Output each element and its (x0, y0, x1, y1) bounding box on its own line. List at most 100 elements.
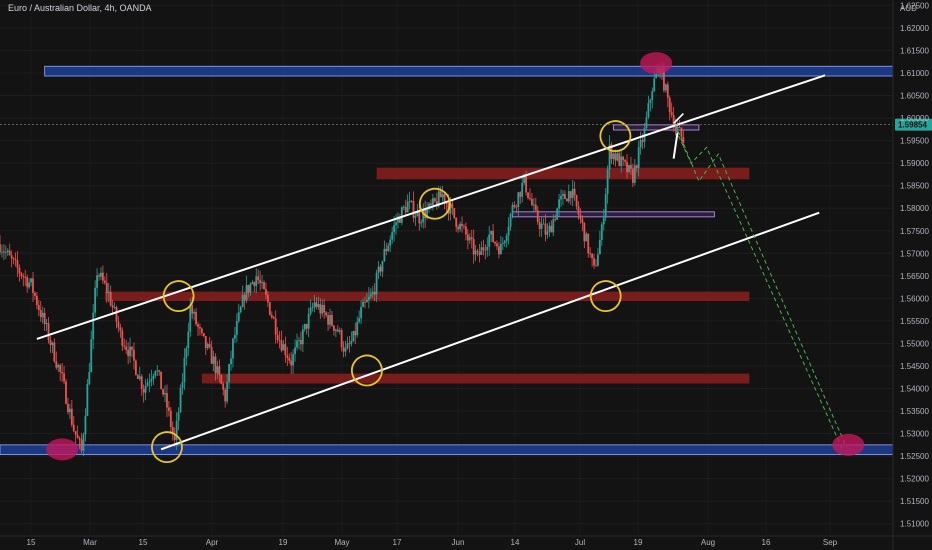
candle-body (336, 329, 339, 332)
price-crosshair: 1.59854 (0, 118, 932, 131)
candle-body (536, 210, 539, 223)
candle-body (575, 195, 578, 207)
candle-body (197, 324, 199, 328)
candle-body (255, 276, 258, 287)
candle-body (222, 383, 225, 390)
candle-body (166, 393, 168, 408)
candle-body (226, 381, 229, 402)
candle-body (146, 382, 149, 386)
candle-body (531, 199, 533, 205)
candle-body (476, 250, 479, 252)
x-tick-label: Jun (452, 538, 465, 547)
outline-zone (512, 211, 715, 218)
candle-body (286, 355, 289, 358)
candle-body (319, 304, 322, 314)
y-tick-label: 1.55500 (900, 317, 929, 326)
candle-body (68, 408, 71, 413)
candle-body (620, 156, 623, 167)
annotation-circle (599, 120, 632, 153)
candle-body (284, 344, 287, 356)
y-tick-label: 1.61500 (900, 46, 929, 55)
candle-body (276, 334, 279, 341)
candle-body (67, 403, 69, 413)
candle-body (529, 197, 531, 200)
candle-body (230, 358, 232, 365)
x-tick-label: 19 (634, 538, 643, 547)
candle-body (292, 354, 295, 366)
candle-body (674, 127, 677, 130)
candle-body (280, 340, 283, 351)
time-axis[interactable]: 15 Mar 15 Apr 19 May 17 Jun 14 Jul 19 Aug 16 Sep (0, 535, 932, 547)
candle-body (300, 340, 302, 345)
x-tick-label: Aug (701, 538, 715, 547)
x-tick-label: Mar (83, 538, 97, 547)
candle-body (76, 434, 79, 439)
candle-body (672, 114, 675, 128)
candle-body (356, 321, 359, 336)
candle-body (624, 160, 626, 162)
candle-body (540, 224, 543, 229)
y-tick-label: 1.60000 (900, 114, 929, 123)
candle-body (680, 127, 683, 137)
candle-body (327, 315, 329, 325)
candle-body (653, 78, 656, 92)
candle-body (395, 222, 397, 226)
candle-body (94, 287, 97, 313)
candle-body (381, 261, 384, 272)
candle-body (164, 393, 166, 395)
candle-body (331, 315, 333, 326)
candle-body (371, 291, 374, 295)
candle-body (22, 276, 25, 278)
candle-body (352, 331, 355, 342)
candle-body (496, 243, 498, 247)
y-tick-label: 1.53000 (900, 430, 929, 439)
candle-body (268, 302, 271, 315)
candle-body (204, 336, 207, 349)
candle-body (6, 250, 9, 253)
annotation-circle (418, 187, 451, 220)
price-axis[interactable]: 1.51000 1.51500 1.52000 1.52500 1.53000 1.535… (892, 0, 929, 550)
candles (0, 61, 685, 457)
candle-body (39, 310, 42, 318)
candle-body (32, 278, 34, 293)
candle-body (123, 345, 126, 347)
candle-body (628, 165, 630, 173)
support-zone (376, 167, 750, 180)
reversal-mark (672, 132, 679, 159)
candle-body (57, 365, 60, 368)
candle-body (499, 244, 502, 255)
candle-body (92, 312, 95, 340)
reversal-mark (673, 113, 684, 125)
candle-body (156, 370, 159, 372)
candle-body (461, 223, 463, 226)
candle-body (507, 226, 510, 236)
candle-body (354, 331, 357, 336)
candle-body (402, 207, 405, 208)
y-tick-label: 1.58500 (900, 182, 929, 191)
candle-body (261, 282, 263, 284)
candle-body (49, 340, 52, 345)
price-tag-bg (895, 118, 932, 131)
candle-body (233, 335, 236, 339)
annotation-circle (162, 280, 195, 313)
candle-body (214, 356, 217, 374)
candle-body (542, 223, 545, 225)
y-tick-label: 1.52000 (900, 475, 929, 484)
candle-body (105, 282, 108, 294)
y-tick-label: 1.51500 (900, 497, 929, 506)
candle-body (581, 218, 584, 223)
x-tick-label: 17 (393, 538, 402, 547)
candle-body (399, 216, 401, 223)
candle-body (90, 339, 93, 373)
candle-body (367, 296, 370, 300)
candle-body (193, 312, 196, 314)
candle-body (329, 315, 331, 325)
candle-body (228, 364, 230, 382)
candle-body (216, 366, 219, 374)
candle-body (375, 272, 378, 295)
candle-body (373, 291, 376, 295)
candle-body (416, 211, 419, 217)
candle-body (647, 103, 650, 118)
